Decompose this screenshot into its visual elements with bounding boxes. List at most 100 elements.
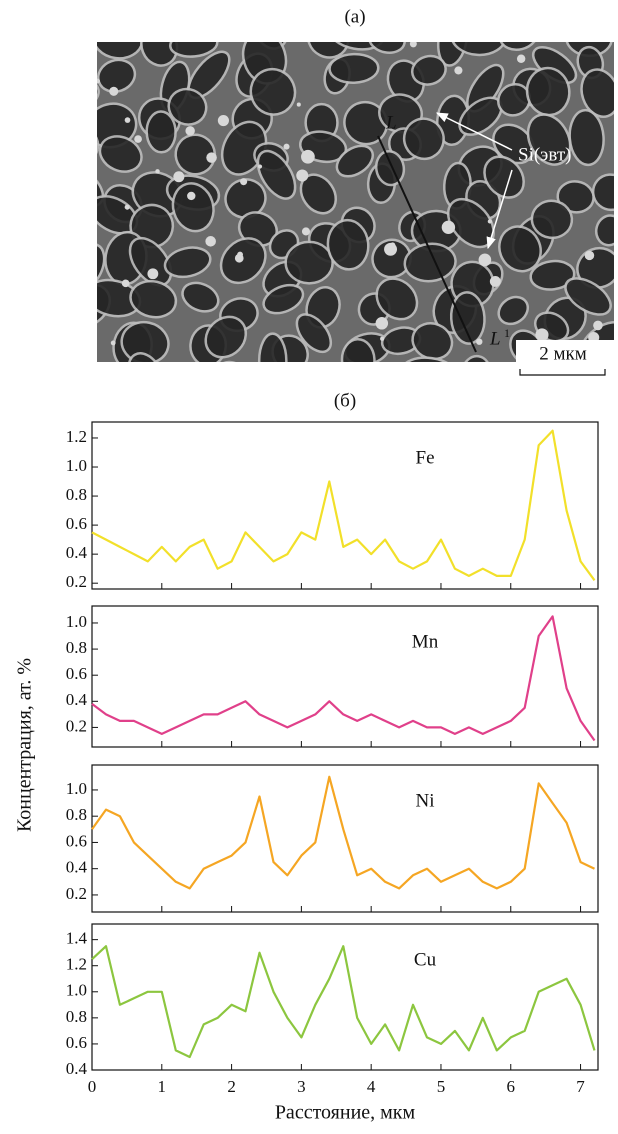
particle [283,143,290,150]
particle [185,126,195,136]
grain [256,149,297,200]
grain [98,135,143,173]
plot-frame [91,421,599,590]
y-tick-label: 0.2 [66,572,87,591]
y-tick-label: 0.6 [66,664,87,683]
particle [206,152,217,163]
particle [124,117,131,123]
panel-label: (а) [344,6,365,27]
particle [205,236,216,247]
grain [97,243,106,290]
grain [402,117,445,161]
x-tick-label: 7 [576,1077,585,1096]
series-label: Ni [416,790,435,811]
grain [257,332,288,362]
grain [568,108,605,167]
grain [437,42,469,67]
grain [410,54,447,86]
grain [204,315,248,359]
particle [134,135,142,143]
particle [296,169,309,182]
grain [169,42,219,58]
grain [534,1,579,45]
grain [163,246,212,279]
grain [145,110,177,154]
grain [497,295,530,326]
grain [295,313,333,354]
grain [168,362,206,396]
grain [140,42,179,67]
grain [47,190,96,235]
grain [284,240,334,285]
particle [489,275,501,287]
grain [120,320,170,362]
y-tick-label: 0.8 [66,485,87,504]
grain [122,373,151,409]
particle [155,169,160,174]
grain [594,214,614,247]
x-tick-label: 2 [227,1077,236,1096]
y-tick-label: 1.2 [66,955,87,974]
arrow [486,169,513,250]
grain [383,362,431,408]
grain [171,182,215,233]
particle [516,54,526,63]
particle [301,149,315,164]
grain [326,218,370,271]
grain [207,0,243,44]
particle [584,250,595,261]
y-tick-label: 0.8 [66,805,87,824]
particle [257,164,263,169]
grain [97,78,100,113]
grain [328,42,385,51]
grain [127,352,164,362]
grain [375,277,419,321]
series-label: Fe [416,447,435,468]
grain [368,42,406,54]
panel-label: (б) [334,390,356,411]
particle [409,42,417,48]
particle [487,219,493,224]
grain [45,309,87,351]
grain [249,67,297,116]
grain [591,173,614,212]
particle [147,268,159,280]
data-line [91,775,595,890]
y-tick-label: 0.6 [66,831,87,850]
x-tick-label: 0 [88,1077,97,1096]
particle [476,338,483,345]
grain [580,68,614,118]
plot-frame [91,923,599,1071]
grain [530,199,574,240]
grain [328,52,380,84]
arrow [435,112,513,151]
y-tick-label: 0.6 [66,1033,87,1052]
y-tick-label: 1.0 [66,981,87,1000]
grain [526,113,572,166]
particle [121,279,130,288]
series-label: Cu [414,949,437,970]
grain [400,356,459,362]
y-tick-label: 0.4 [66,1059,88,1078]
particle [301,227,311,236]
grain [167,87,208,126]
y-tick-label: 1.0 [66,612,87,631]
grain [219,237,267,285]
y-tick-label: 1.4 [66,929,88,948]
particle [593,320,603,331]
grain [371,238,412,279]
data-line [91,945,596,1059]
x-tick-label: 4 [367,1077,376,1096]
y-tick-label: 0.2 [66,716,87,735]
particle [240,178,248,186]
particle [173,171,185,183]
grain [181,281,220,313]
grain [215,360,253,362]
plot-frame [91,764,599,913]
x-tick-label: 1 [158,1077,167,1096]
grain [97,129,100,164]
grain [50,0,95,41]
y-tick-label: 0.4 [66,858,88,877]
scan-line [377,135,477,353]
